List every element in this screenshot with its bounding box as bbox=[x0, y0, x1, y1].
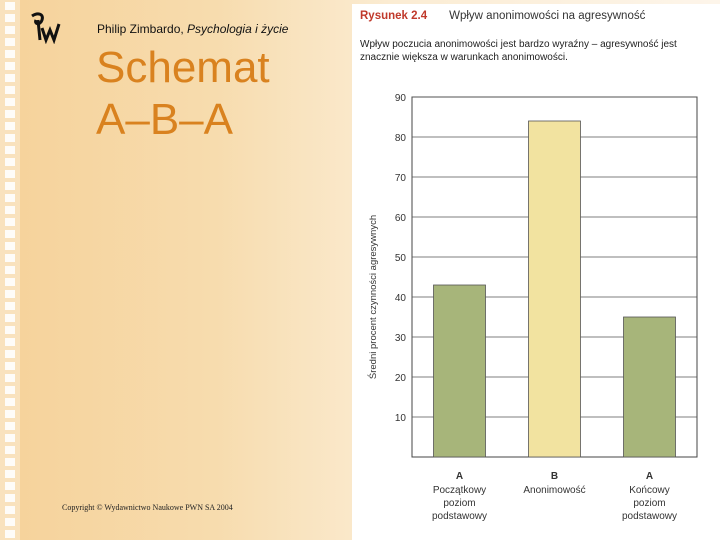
x-category-sublabel: poziom bbox=[443, 498, 475, 509]
x-category-label: A bbox=[456, 471, 463, 482]
copyright-text: Copyright © Wydawnictwo Naukowe PWN SA 2… bbox=[62, 503, 233, 512]
y-tick-label: 90 bbox=[395, 93, 407, 104]
figure-panel: Rysunek 2.4 Wpływ anonimowości na agresyw… bbox=[352, 4, 720, 540]
bar-chart: 10 20 30 40 50 60 70 80 90 Średni procent czynnoś… bbox=[367, 93, 698, 522]
slide-title-line2: A–B–A bbox=[96, 95, 233, 144]
figure-caption: Wpływ poczucia anonimowości jest bardzo … bbox=[360, 39, 677, 63]
figure-heading: Rysunek 2.4 Wpływ anonimowości na agresyw… bbox=[360, 10, 645, 22]
x-category-sublabel: podstawowy bbox=[622, 511, 677, 522]
x-category-sublabel: podstawowy bbox=[432, 511, 487, 522]
y-tick-label: 10 bbox=[395, 413, 407, 424]
y-axis-label: Średni procent czynności agresywnych bbox=[367, 215, 379, 379]
publisher-logo bbox=[31, 12, 61, 44]
x-category-label: B bbox=[551, 471, 558, 482]
book-title-text: Psychologia i życie bbox=[187, 22, 289, 36]
y-tick-label: 70 bbox=[395, 173, 407, 184]
bar bbox=[623, 316, 676, 458]
slide-title: Schemat A–B–A bbox=[96, 42, 270, 146]
y-tick-label: 40 bbox=[395, 293, 407, 304]
y-tick-label: 80 bbox=[395, 133, 407, 144]
figure-number: Rysunek 2.4 bbox=[360, 10, 428, 22]
x-category-label: A bbox=[646, 471, 653, 482]
book-reference: Philip Zimbardo, Psychologia i życie bbox=[97, 22, 288, 36]
slide-title-line1: Schemat bbox=[96, 43, 270, 92]
x-category-sublabel: Końcowy bbox=[629, 485, 670, 496]
y-tick-label: 50 bbox=[395, 253, 407, 264]
y-tick-label: 30 bbox=[395, 333, 407, 344]
y-tick-label: 20 bbox=[395, 373, 407, 384]
bar bbox=[528, 120, 581, 458]
author-text: Philip Zimbardo, bbox=[97, 22, 188, 36]
x-category-sublabel: Początkowy bbox=[433, 485, 486, 496]
x-category-sublabel: Anonimowość bbox=[523, 485, 585, 496]
decorative-squares bbox=[0, 0, 20, 540]
y-tick-label: 60 bbox=[395, 213, 407, 224]
bar bbox=[433, 284, 486, 458]
x-category-sublabel: poziom bbox=[633, 498, 665, 509]
figure-title: Wpływ anonimowości na agresywność bbox=[449, 10, 646, 22]
